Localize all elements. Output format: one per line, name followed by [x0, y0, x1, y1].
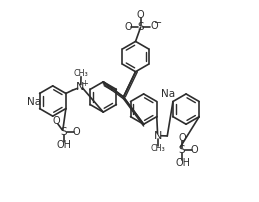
Text: O: O	[52, 116, 60, 126]
Text: S: S	[61, 127, 67, 137]
Text: O: O	[73, 127, 80, 137]
Text: S: S	[137, 22, 144, 32]
Text: Na: Na	[161, 89, 175, 99]
Text: S: S	[179, 145, 185, 156]
Text: CH₃: CH₃	[150, 144, 165, 153]
Text: N: N	[154, 131, 162, 141]
Text: O: O	[178, 133, 186, 143]
Text: O: O	[124, 22, 132, 32]
Text: N: N	[76, 82, 85, 92]
Text: O: O	[191, 145, 198, 156]
Text: OH: OH	[57, 140, 72, 150]
Text: O: O	[150, 21, 158, 32]
Text: CH₃: CH₃	[73, 69, 88, 78]
Text: OH: OH	[175, 158, 190, 168]
Text: −: −	[154, 18, 162, 28]
Text: O: O	[137, 10, 145, 20]
Text: +: +	[81, 79, 88, 88]
Text: Na: Na	[27, 97, 41, 107]
